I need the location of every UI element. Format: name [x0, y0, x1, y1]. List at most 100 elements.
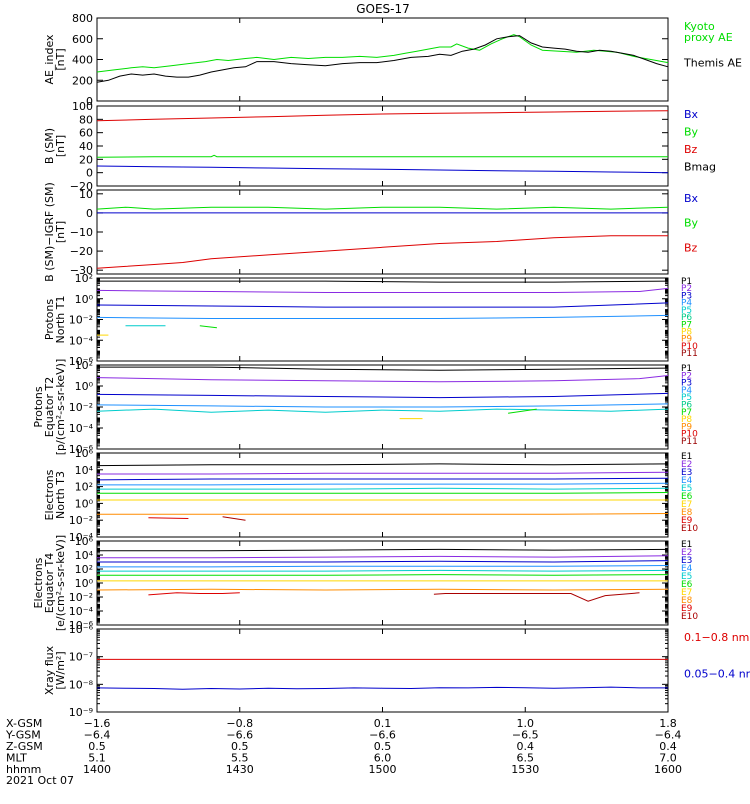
panel-frame [96, 17, 669, 102]
y-tick-label: −10 [70, 226, 93, 239]
y-tick-label: 10⁻² [69, 514, 93, 527]
series-line-bz [96, 110, 669, 122]
x-axis-value: 5.1 [88, 752, 106, 765]
series-line-bx [96, 165, 669, 174]
x-axis-value: −1.6 [84, 717, 111, 730]
legend-label: P6 [681, 313, 692, 323]
series-line-e3 [97, 560, 669, 563]
legend-label: P10 [681, 342, 698, 352]
y-tick-label: 10² [75, 563, 93, 576]
x-axis-value: 1500 [369, 763, 397, 776]
y-tick-label: 10⁻⁶ [69, 355, 94, 368]
legend-label: Bx [684, 108, 699, 121]
legend-label: E3 [681, 556, 692, 566]
y-axis-label: AE_index [43, 34, 56, 85]
y-axis-label: [nT] [54, 135, 67, 157]
x-axis-value: −6.6 [226, 729, 253, 742]
series-line-e1 [97, 548, 669, 552]
y-tick-label: 40 [79, 140, 93, 153]
y-axis-label: Xray flux [43, 645, 56, 695]
series-line-e10 [222, 516, 246, 521]
legend-label: proxy AE [684, 31, 733, 44]
x-axis-value: 1530 [511, 763, 539, 776]
y-tick-label: 10⁻⁴ [69, 334, 94, 347]
series-line-themis-ae [96, 35, 669, 83]
x-axis-value: 6.0 [374, 752, 392, 765]
y-tick-label: 400 [72, 54, 93, 67]
y-axis-label: B (SM) [43, 128, 56, 164]
y-axis-label: Electrons [43, 469, 56, 520]
x-axis-value: 6.5 [517, 752, 535, 765]
legend-label: E9 [681, 516, 693, 526]
legend-label: Bz [684, 143, 698, 156]
x-axis-value: 1.8 [659, 717, 677, 730]
panel-frame [96, 105, 669, 187]
legend-label: E2 [681, 460, 692, 470]
series-line-e8 [97, 513, 669, 515]
y-tick-label: 10⁰ [75, 293, 94, 306]
legend-label: P9 [681, 422, 692, 432]
y-tick-label: 20 [79, 153, 93, 166]
legend-label: P3 [681, 379, 692, 389]
y-tick-label: 10⁻⁸ [69, 678, 94, 691]
legend-label: E6 [681, 580, 693, 590]
legend-label: P8 [681, 415, 692, 425]
legend-label: E5 [681, 572, 692, 582]
legend-label: E4 [681, 564, 693, 574]
legend-label: E6 [681, 492, 693, 502]
series-line-by [96, 206, 669, 210]
legend-label: P2 [681, 371, 692, 381]
legend-label: P7 [681, 408, 692, 418]
y-tick-label: 200 [72, 74, 93, 87]
y-tick-label: 10⁻² [69, 591, 93, 604]
x-axis-value: −6.5 [512, 729, 539, 742]
y-tick-label: 10⁰ [75, 497, 94, 510]
x-axis-row-label: Z-GSM [6, 740, 43, 753]
legend-label: P5 [681, 306, 692, 316]
figure-title: GOES-17 [356, 2, 410, 16]
x-axis-value: 0.5 [374, 740, 392, 753]
y-tick-label: 10⁴ [75, 549, 94, 562]
legend-label: By [684, 126, 699, 139]
legend-label: E1 [681, 540, 692, 550]
series-line-e2 [97, 555, 669, 559]
y-axis-label: Electrons [32, 557, 45, 608]
series-line-e5 [97, 569, 669, 572]
series-line-by [96, 154, 668, 158]
legend-label: Bx [684, 192, 699, 205]
series-line-kyoto-proxy-ae [96, 34, 669, 73]
y-tick-label: 600 [72, 33, 93, 46]
x-axis-value: −6.6 [369, 729, 396, 742]
legend-label: Themis AE [683, 57, 742, 70]
x-axis-value: 0.4 [659, 740, 677, 753]
legend-label: P8 [681, 328, 692, 338]
series-line-p5 [96, 408, 669, 413]
x-axis-value: 0.5 [88, 740, 106, 753]
y-tick-label: 10⁰ [75, 577, 94, 590]
x-axis-value: 0.5 [231, 740, 249, 753]
legend-label: E7 [681, 500, 692, 510]
y-axis-label: B (SM)−IGRF (SM) [43, 182, 56, 282]
y-tick-label: 10² [75, 359, 93, 372]
series-line-e10 [433, 592, 640, 602]
y-tick-label: 10⁶ [75, 535, 94, 548]
y-tick-label: 60 [79, 127, 93, 140]
series-line-p4 [96, 314, 669, 319]
series-line-e8 [96, 588, 669, 591]
y-tick-label: 10⁻⁶ [69, 623, 94, 636]
series-line-bz [96, 235, 668, 269]
legend-label: P4 [681, 386, 692, 396]
x-axis-row-label: hhmm [6, 763, 41, 776]
series-line-e9 [148, 517, 189, 519]
panel-frame [96, 540, 669, 626]
y-tick-label: 10² [75, 481, 93, 494]
legend-label: P4 [681, 299, 692, 309]
legend-label: P9 [681, 335, 692, 345]
y-tick-label: 10⁴ [75, 464, 94, 477]
legend-label: Kyoto [684, 20, 715, 33]
legend-label: P1 [681, 277, 692, 287]
y-tick-label: 80 [79, 113, 93, 126]
legend-label: P2 [681, 284, 692, 294]
series-line-p1 [97, 366, 669, 371]
